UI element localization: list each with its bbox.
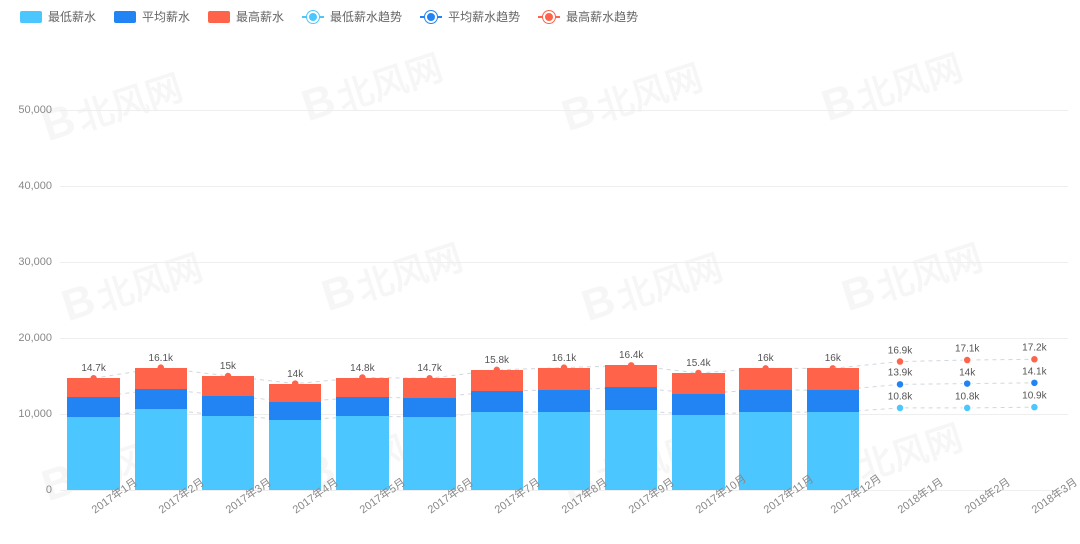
plot-area: 9.6k12.2k14.7k10.6k13.3k16.1k9.8k12.4k15… [60,110,1068,490]
trend-value-label: 13.9k [888,368,912,379]
bar-seg-high: 16.4k [605,365,657,387]
bar-group[interactable]: 10.3k13.2k16.1k [538,368,590,490]
bar-seg-low: 10.5k [605,410,657,490]
gridline [60,110,1068,111]
gridline [60,186,1068,187]
bar-seg-low: 10.3k [739,412,791,490]
bar-value-label: 15.8k [485,355,509,366]
gridline [60,262,1068,263]
bar-seg-low: 10.2k [471,412,523,490]
bar-value-label: 15.4k [686,358,710,369]
bar-seg-avg: 13.2k [739,390,791,412]
x-axis: 2017年1月2017年2月2017年3月2017年4月2017年5月2017年… [60,490,1068,544]
bar-value-label: 15k [220,361,236,372]
bar-seg-avg: 13.3k [135,389,187,410]
y-tick-label: 10,000 [2,408,52,420]
bar-seg-low: 9.8k [202,416,254,490]
bar-group[interactable]: 10.2k13k15.8k [471,370,523,490]
bar-value-label: 16.1k [149,353,173,364]
bar-seg-high: 15.4k [672,373,724,394]
gridline [60,338,1068,339]
bar-seg-avg: 12.2k [67,397,119,417]
bar-group[interactable]: 10.3k13.2k16k [739,368,791,490]
trend-value-label: 10.8k [888,391,912,402]
trend-value-label: 10.8k [955,391,979,402]
bar-group[interactable]: 9.7k12.2k14.8k [336,378,388,490]
trend-value-label: 16.9k [888,345,912,356]
bar-seg-high: 14.7k [67,378,119,397]
bar-seg-avg: 13.1k [807,390,859,412]
bar-seg-avg: 12.1k [403,398,455,417]
bar-seg-low: 10.6k [135,409,187,490]
bar-value-label: 14.7k [417,363,441,374]
bar-seg-avg: 11.6k [269,402,321,420]
y-tick-label: 40,000 [2,180,52,192]
bar-seg-high: 14.8k [336,378,388,398]
bar-seg-low: 10.2k [807,412,859,490]
bar-seg-low: 10.3k [538,412,590,490]
bar-group[interactable]: 9.9k12.7k15.4k [672,373,724,490]
trend-value-label: 17.1k [955,344,979,355]
y-axis: 010,00020,00030,00040,00050,000 [0,110,60,490]
bar-seg-high: 16k [807,368,859,390]
bar-value-label: 16.4k [619,350,643,361]
bar-seg-low: 9.6k [403,417,455,490]
trend-value-label: 14k [959,367,975,378]
bar-seg-avg: 12.2k [336,397,388,416]
trend-value-label: 10.9k [1022,391,1046,402]
bar-seg-high: 14k [269,384,321,402]
bar-value-label: 16k [825,353,841,364]
bar-value-label: 14k [287,369,303,380]
y-tick-label: 50,000 [2,104,52,116]
bar-seg-high: 16k [739,368,791,389]
trend-value-label: 17.2k [1022,343,1046,354]
bar-value-label: 14.7k [81,363,105,374]
bar-group[interactable]: 10.5k13.5k16.4k [605,365,657,490]
bar-group[interactable]: 9.6k12.1k14.7k [403,378,455,490]
bar-seg-high: 16.1k [135,368,187,389]
bar-value-label: 16k [758,353,774,364]
bar-seg-avg: 13.5k [605,387,657,410]
bar-seg-avg: 13.2k [538,390,590,412]
bar-seg-low: 9.6k [67,417,119,490]
y-tick-label: 20,000 [2,332,52,344]
bar-value-label: 16.1k [552,353,576,364]
bar-seg-avg: 12.4k [202,396,254,416]
y-tick-label: 30,000 [2,256,52,268]
y-tick-label: 0 [2,484,52,496]
bar-seg-avg: 12.7k [672,394,724,415]
trend-value-label: 14.1k [1022,366,1046,377]
bar-group[interactable]: 9.2k11.6k14k [269,384,321,490]
bar-value-label: 14.8k [350,363,374,374]
bar-seg-high: 16.1k [538,368,590,390]
bar-seg-high: 15k [202,376,254,396]
bar-seg-low: 9.9k [672,415,724,490]
bar-seg-avg: 13k [471,391,523,412]
bar-seg-low: 9.2k [269,420,321,490]
bar-seg-high: 14.7k [403,378,455,398]
bar-seg-high: 15.8k [471,370,523,391]
bar-seg-low: 9.7k [336,416,388,490]
bar-group[interactable]: 10.2k13.1k16k [807,368,859,490]
bar-group[interactable]: 10.6k13.3k16.1k [135,368,187,490]
salary-chart: 010,00020,00030,00040,00050,000 9.6k12.2… [0,0,1080,544]
bar-group[interactable]: 9.8k12.4k15k [202,376,254,490]
bar-group[interactable]: 9.6k12.2k14.7k [67,378,119,490]
